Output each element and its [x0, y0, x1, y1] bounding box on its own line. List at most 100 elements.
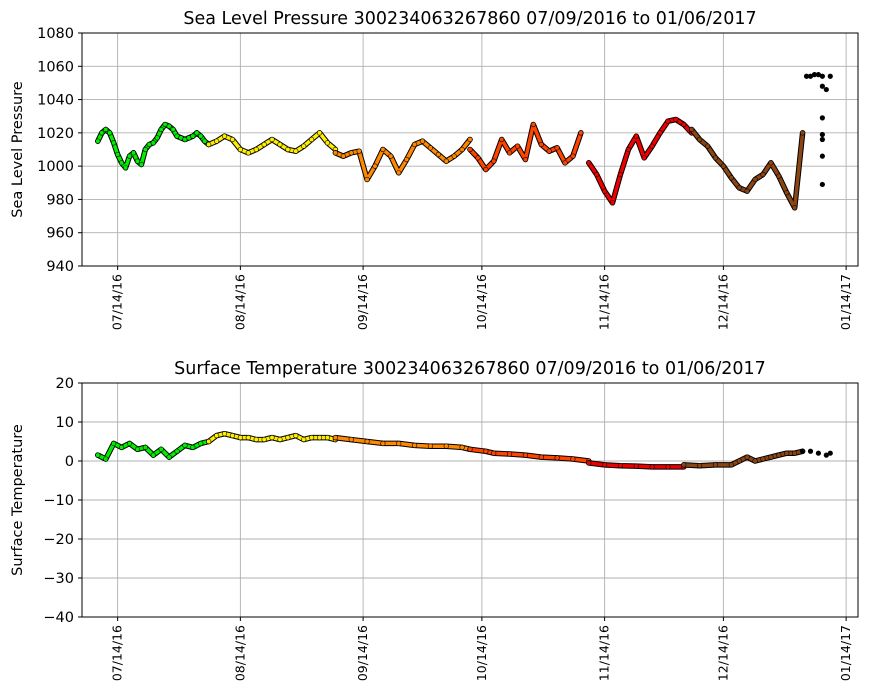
x-tick-label: 10/14/16	[474, 274, 489, 330]
x-tick-label: 07/14/16	[110, 625, 125, 681]
data-point	[202, 138, 208, 144]
data-point	[491, 158, 497, 164]
data-point	[245, 150, 251, 156]
y-tick-label: −10	[43, 493, 74, 509]
sea-level-pressure-chart: 940 960 980 1000 1020 1040 1060 1080 07/14/16 08/…	[10, 9, 859, 330]
x-tick-label: 10/14/16	[474, 625, 489, 681]
data-point	[784, 190, 790, 196]
data-point	[214, 138, 220, 144]
data-point	[411, 442, 418, 449]
data-point	[301, 143, 307, 149]
data-point	[506, 451, 513, 457]
data-point	[570, 153, 576, 159]
y-tick-label: 10	[56, 415, 74, 431]
data-point	[427, 145, 434, 151]
data-point	[103, 456, 109, 462]
series-line-segment-2	[206, 131, 338, 155]
x-tick-label: 07/14/16	[110, 274, 125, 330]
data-point	[190, 444, 196, 450]
data-point	[728, 175, 734, 181]
y-tick-label: 1040	[37, 93, 74, 109]
data-point	[324, 435, 331, 441]
data-point	[819, 115, 825, 121]
data-point	[364, 176, 370, 183]
data-point	[150, 452, 156, 458]
data-point	[126, 440, 133, 447]
data-point	[332, 435, 338, 441]
data-point	[253, 436, 259, 443]
data-point	[776, 452, 782, 458]
data-point	[744, 188, 750, 194]
data-point	[506, 150, 513, 156]
data-point	[681, 121, 687, 128]
data-point	[459, 146, 465, 153]
data-point	[467, 446, 473, 452]
data-point	[451, 153, 457, 159]
data-point	[174, 448, 180, 454]
data-point	[166, 123, 172, 129]
x-tick-label: 01/14/17	[838, 625, 853, 681]
data-point	[712, 155, 719, 161]
data-point	[99, 130, 105, 136]
data-point	[538, 141, 544, 148]
data-point	[301, 436, 307, 443]
y-tick-label: −40	[43, 610, 74, 626]
data-point	[411, 141, 418, 148]
data-point	[130, 150, 137, 156]
data-point	[665, 118, 671, 124]
data-point	[126, 153, 133, 159]
data-point	[578, 130, 584, 136]
data-point	[356, 148, 362, 154]
data-point	[396, 440, 402, 447]
data-point	[799, 130, 806, 136]
data-point	[118, 444, 125, 450]
data-point	[293, 433, 299, 439]
data-point	[134, 446, 141, 452]
data-point	[514, 143, 521, 149]
data-point	[736, 185, 742, 191]
data-point	[752, 176, 758, 183]
data-point	[657, 130, 663, 136]
data-point	[115, 151, 121, 158]
data-point	[170, 126, 176, 133]
data-point	[316, 130, 323, 136]
y-tick-label: 980	[46, 192, 74, 208]
data-point	[586, 460, 592, 466]
data-point	[277, 141, 283, 148]
y-tick-label: −30	[43, 571, 74, 587]
y-axis-label: Surface Temperature	[10, 424, 26, 576]
data-point	[107, 130, 113, 136]
data-point	[372, 163, 378, 169]
data-point	[704, 143, 711, 149]
x-tick-label: 09/14/16	[355, 274, 370, 330]
data-point	[776, 173, 782, 179]
data-point	[95, 452, 101, 458]
x-tick-label: 08/14/16	[232, 625, 247, 681]
data-point	[467, 136, 473, 143]
data-point	[823, 86, 829, 93]
data-point	[194, 130, 200, 136]
data-point	[103, 126, 109, 133]
data-point	[649, 464, 655, 470]
data-point	[712, 462, 719, 468]
data-point	[819, 73, 825, 79]
data-point	[625, 146, 631, 153]
data-point	[388, 153, 394, 159]
data-point	[142, 146, 148, 153]
y-tick-label: 0	[65, 454, 74, 470]
data-point	[142, 444, 148, 450]
series-line-segment-1	[96, 122, 211, 170]
data-point	[111, 140, 117, 146]
data-point	[617, 171, 624, 178]
data-point	[665, 464, 671, 470]
data-point	[150, 140, 156, 146]
data-point	[681, 462, 687, 468]
data-point	[602, 462, 608, 468]
data-point	[673, 116, 679, 123]
data-point	[807, 448, 814, 454]
data-point	[483, 166, 489, 173]
data-point	[728, 462, 734, 468]
data-point	[522, 156, 529, 163]
data-point	[768, 454, 774, 460]
